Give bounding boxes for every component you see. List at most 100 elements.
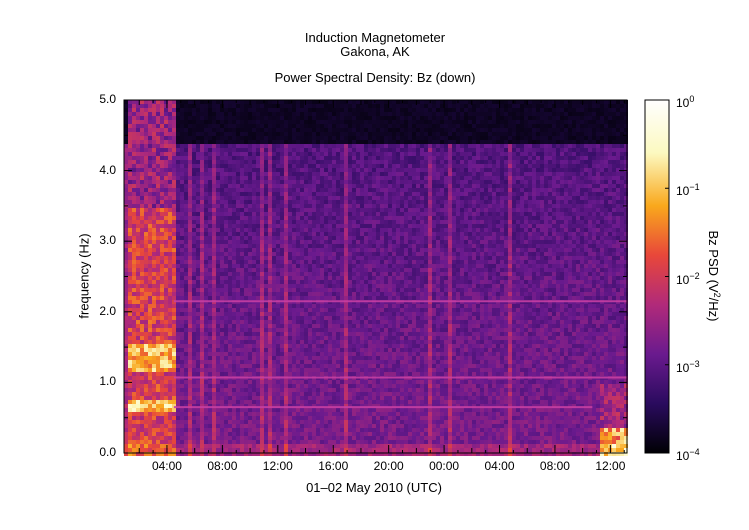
heatmap-cell: [300, 324, 304, 328]
heatmap-cell: [176, 340, 180, 344]
heatmap-cell: [160, 232, 164, 236]
heatmap-cell: [152, 348, 156, 352]
heatmap-cell: [208, 408, 212, 412]
heatmap-cell: [284, 268, 288, 272]
heatmap-cell: [332, 364, 336, 368]
heatmap-cell: [244, 120, 248, 124]
heatmap-cell: [256, 412, 260, 416]
heatmap-cell: [132, 116, 136, 120]
heatmap-cell: [212, 128, 216, 132]
heatmap-cell: [132, 340, 136, 344]
heatmap-cell: [140, 172, 144, 176]
heatmap-cell: [312, 352, 316, 356]
heatmap-cell: [168, 232, 172, 236]
heatmap-cell: [308, 336, 312, 340]
heatmap-cell: [308, 248, 312, 252]
heatmap-cell: [268, 312, 272, 316]
heatmap-cell: [320, 360, 324, 364]
heatmap-cell: [244, 348, 248, 352]
heatmap-cell: [288, 304, 292, 308]
heatmap-cell: [236, 268, 240, 272]
heatmap-cell: [280, 232, 284, 236]
heatmap-cell: [296, 136, 300, 140]
heatmap-cell: [340, 244, 344, 248]
heatmap-cell: [192, 400, 196, 404]
heatmap-cell: [180, 136, 184, 140]
heatmap-cell: [172, 320, 176, 324]
heatmap-cell: [320, 232, 324, 236]
heatmap-cell: [272, 248, 276, 252]
heatmap-cell: [160, 404, 164, 408]
heatmap-cell: [316, 372, 320, 376]
heatmap-cell: [284, 356, 288, 360]
heatmap-cell: [188, 336, 192, 340]
heatmap-cell: [344, 140, 348, 144]
heatmap-cell: [312, 220, 316, 224]
heatmap-cell: [252, 420, 256, 424]
heatmap-cell: [168, 204, 172, 208]
heatmap-cell: [320, 212, 324, 216]
heatmap-cell: [164, 448, 168, 452]
heatmap-cell: [248, 132, 252, 136]
heatmap-cell: [124, 372, 128, 376]
heatmap-cell: [132, 300, 136, 304]
heatmap-cell: [204, 188, 208, 192]
heatmap-cell: [176, 208, 180, 212]
heatmap-cell: [224, 204, 228, 208]
heatmap-cell: [124, 256, 128, 260]
heatmap-cell: [208, 308, 212, 312]
heatmap-cell: [168, 184, 172, 188]
heatmap-cell: [208, 312, 212, 316]
heatmap-cell: [164, 360, 168, 364]
heatmap-cell: [196, 244, 200, 248]
heatmap-cell: [204, 220, 208, 224]
heatmap-cell: [228, 424, 232, 428]
heatmap-cell: [144, 424, 148, 428]
heatmap-cell: [212, 252, 216, 256]
heatmap-cell: [312, 280, 316, 284]
heatmap-cell: [232, 204, 236, 208]
heatmap-cell: [160, 328, 164, 332]
heatmap-cell: [140, 348, 144, 352]
heatmap-cell: [208, 220, 212, 224]
heatmap-cell: [292, 320, 296, 324]
heatmap-cell: [316, 248, 320, 252]
heatmap-cell: [288, 372, 292, 376]
heatmap-cell: [208, 268, 212, 272]
heatmap-cell: [268, 304, 272, 308]
heatmap-cell: [312, 208, 316, 212]
heatmap-cell: [240, 392, 244, 396]
heatmap-cell: [272, 152, 276, 156]
heatmap-cell: [184, 312, 188, 316]
heatmap-cell: [220, 324, 224, 328]
heatmap-cell: [180, 356, 184, 360]
heatmap-cell: [316, 160, 320, 164]
heatmap-cell: [292, 444, 296, 448]
heatmap-cell: [328, 224, 332, 228]
heatmap-cell: [248, 432, 252, 436]
heatmap-cell: [204, 352, 208, 356]
heatmap-cell: [160, 268, 164, 272]
heatmap-cell: [148, 192, 152, 196]
heatmap-cell: [300, 228, 304, 232]
heatmap-cell: [184, 412, 188, 416]
heatmap-cell: [236, 340, 240, 344]
heatmap-cell: [148, 276, 152, 280]
heatmap-cell: [232, 220, 236, 224]
heatmap-cell: [240, 408, 244, 412]
heatmap-cell: [296, 276, 300, 280]
heatmap-cell: [224, 140, 228, 144]
heatmap-cell: [260, 256, 264, 260]
heatmap-cell: [180, 312, 184, 316]
heatmap-cell: [296, 184, 300, 188]
heatmap-cell: [192, 344, 196, 348]
heatmap-cell: [304, 200, 308, 204]
heatmap-cell: [152, 356, 156, 360]
heatmap-cell: [156, 216, 160, 220]
heatmap-cell: [288, 160, 292, 164]
heatmap-cell: [160, 384, 164, 388]
heatmap-cell: [276, 280, 280, 284]
heatmap-cell: [220, 416, 224, 420]
heatmap-cell: [232, 392, 236, 396]
